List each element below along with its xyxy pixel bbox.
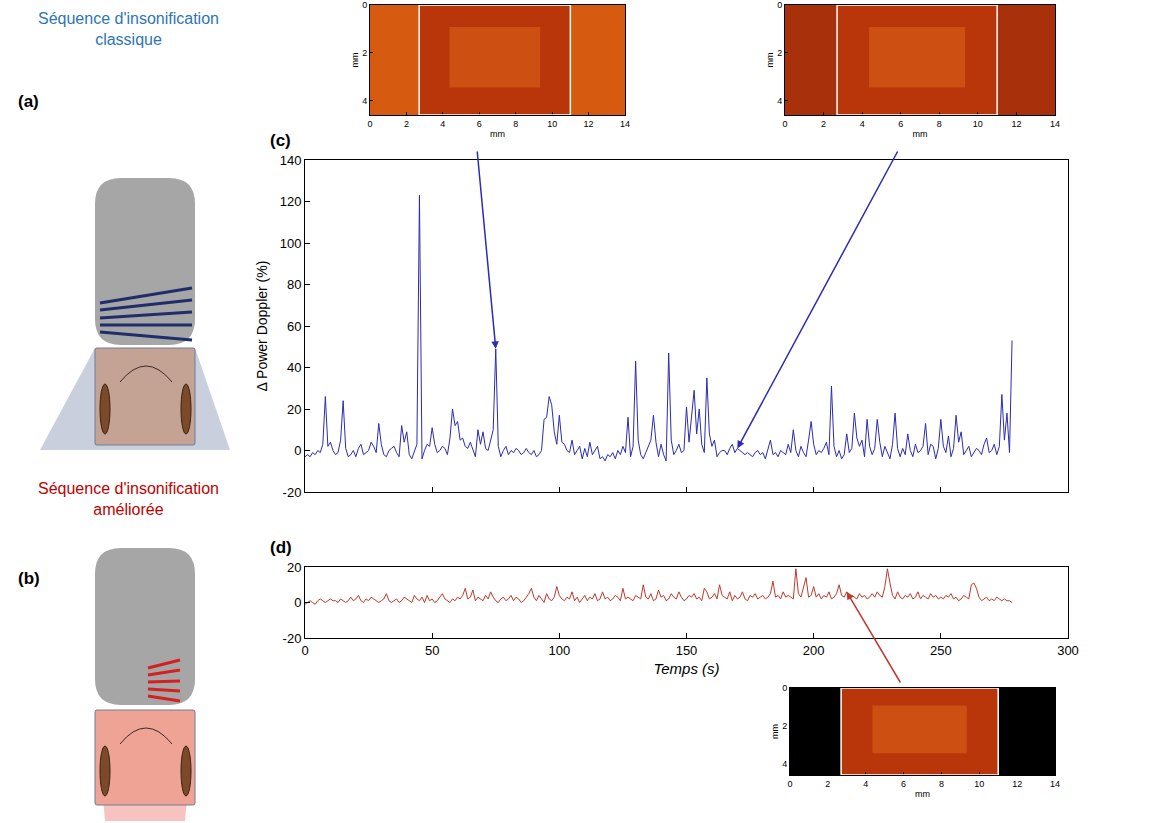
svg-text:mm: mm — [765, 53, 775, 68]
svg-text:6: 6 — [898, 119, 903, 129]
svg-text:14: 14 — [1050, 119, 1060, 129]
svg-text:Séquence d'insonificationclass: Séquence d'insonificationclassique — [38, 10, 219, 48]
svg-text:mm: mm — [913, 129, 928, 139]
svg-text:0: 0 — [367, 119, 372, 129]
svg-text:12: 12 — [1011, 119, 1021, 129]
svg-text:4: 4 — [777, 96, 782, 106]
svg-text:mm: mm — [490, 129, 505, 139]
svg-text:Temps (s): Temps (s) — [653, 660, 719, 677]
svg-text:80: 80 — [287, 277, 301, 292]
svg-text:140: 140 — [280, 153, 302, 168]
svg-text:4: 4 — [362, 96, 367, 106]
svg-text:20: 20 — [287, 402, 301, 417]
svg-text:8: 8 — [513, 119, 518, 129]
svg-text:Séquence d'insonificationaméli: Séquence d'insonificationaméliorée — [38, 480, 219, 518]
svg-text:0: 0 — [294, 443, 301, 458]
svg-text:40: 40 — [287, 360, 301, 375]
svg-text:10: 10 — [973, 119, 983, 129]
svg-text:2: 2 — [404, 119, 409, 129]
svg-text:0: 0 — [301, 643, 308, 658]
svg-text:(c): (c) — [270, 131, 291, 150]
svg-text:(b): (b) — [18, 569, 40, 588]
svg-text:6: 6 — [901, 779, 906, 789]
svg-text:(d): (d) — [270, 538, 292, 557]
svg-text:100: 100 — [280, 236, 302, 251]
svg-text:mm: mm — [350, 53, 360, 68]
svg-text:14: 14 — [620, 119, 630, 129]
svg-text:10: 10 — [974, 779, 984, 789]
svg-text:2: 2 — [821, 119, 826, 129]
svg-text:8: 8 — [939, 779, 944, 789]
svg-text:200: 200 — [803, 643, 825, 658]
svg-text:250: 250 — [930, 643, 952, 658]
svg-text:10: 10 — [547, 119, 557, 129]
svg-text:2: 2 — [782, 721, 787, 731]
svg-text:12: 12 — [1012, 779, 1022, 789]
svg-text:14: 14 — [1050, 779, 1060, 789]
svg-text:0: 0 — [362, 0, 367, 10]
svg-text:120: 120 — [280, 194, 302, 209]
svg-text:6: 6 — [477, 119, 482, 129]
svg-text:4: 4 — [782, 759, 787, 769]
svg-text:4: 4 — [863, 779, 868, 789]
svg-text:4: 4 — [440, 119, 445, 129]
svg-text:12: 12 — [584, 119, 594, 129]
svg-text:0: 0 — [294, 595, 301, 610]
svg-text:150: 150 — [676, 643, 698, 658]
svg-text:0: 0 — [782, 683, 787, 693]
svg-text:20: 20 — [287, 560, 301, 575]
svg-text:2: 2 — [777, 48, 782, 58]
svg-text:2: 2 — [362, 48, 367, 58]
svg-text:4: 4 — [860, 119, 865, 129]
svg-text:Δ Power Doppler (%): Δ Power Doppler (%) — [254, 261, 270, 392]
svg-text:mm: mm — [915, 789, 930, 799]
svg-text:-20: -20 — [283, 631, 302, 646]
svg-text:-20: -20 — [283, 485, 302, 500]
svg-text:mm: mm — [770, 724, 780, 739]
svg-text:0: 0 — [787, 779, 792, 789]
svg-text:0: 0 — [777, 0, 782, 10]
svg-text:0: 0 — [782, 119, 787, 129]
svg-text:50: 50 — [425, 643, 439, 658]
svg-text:(a): (a) — [18, 92, 39, 111]
svg-text:60: 60 — [287, 319, 301, 334]
svg-text:100: 100 — [548, 643, 570, 658]
svg-text:2: 2 — [825, 779, 830, 789]
svg-text:8: 8 — [937, 119, 942, 129]
svg-text:300: 300 — [1057, 643, 1079, 658]
